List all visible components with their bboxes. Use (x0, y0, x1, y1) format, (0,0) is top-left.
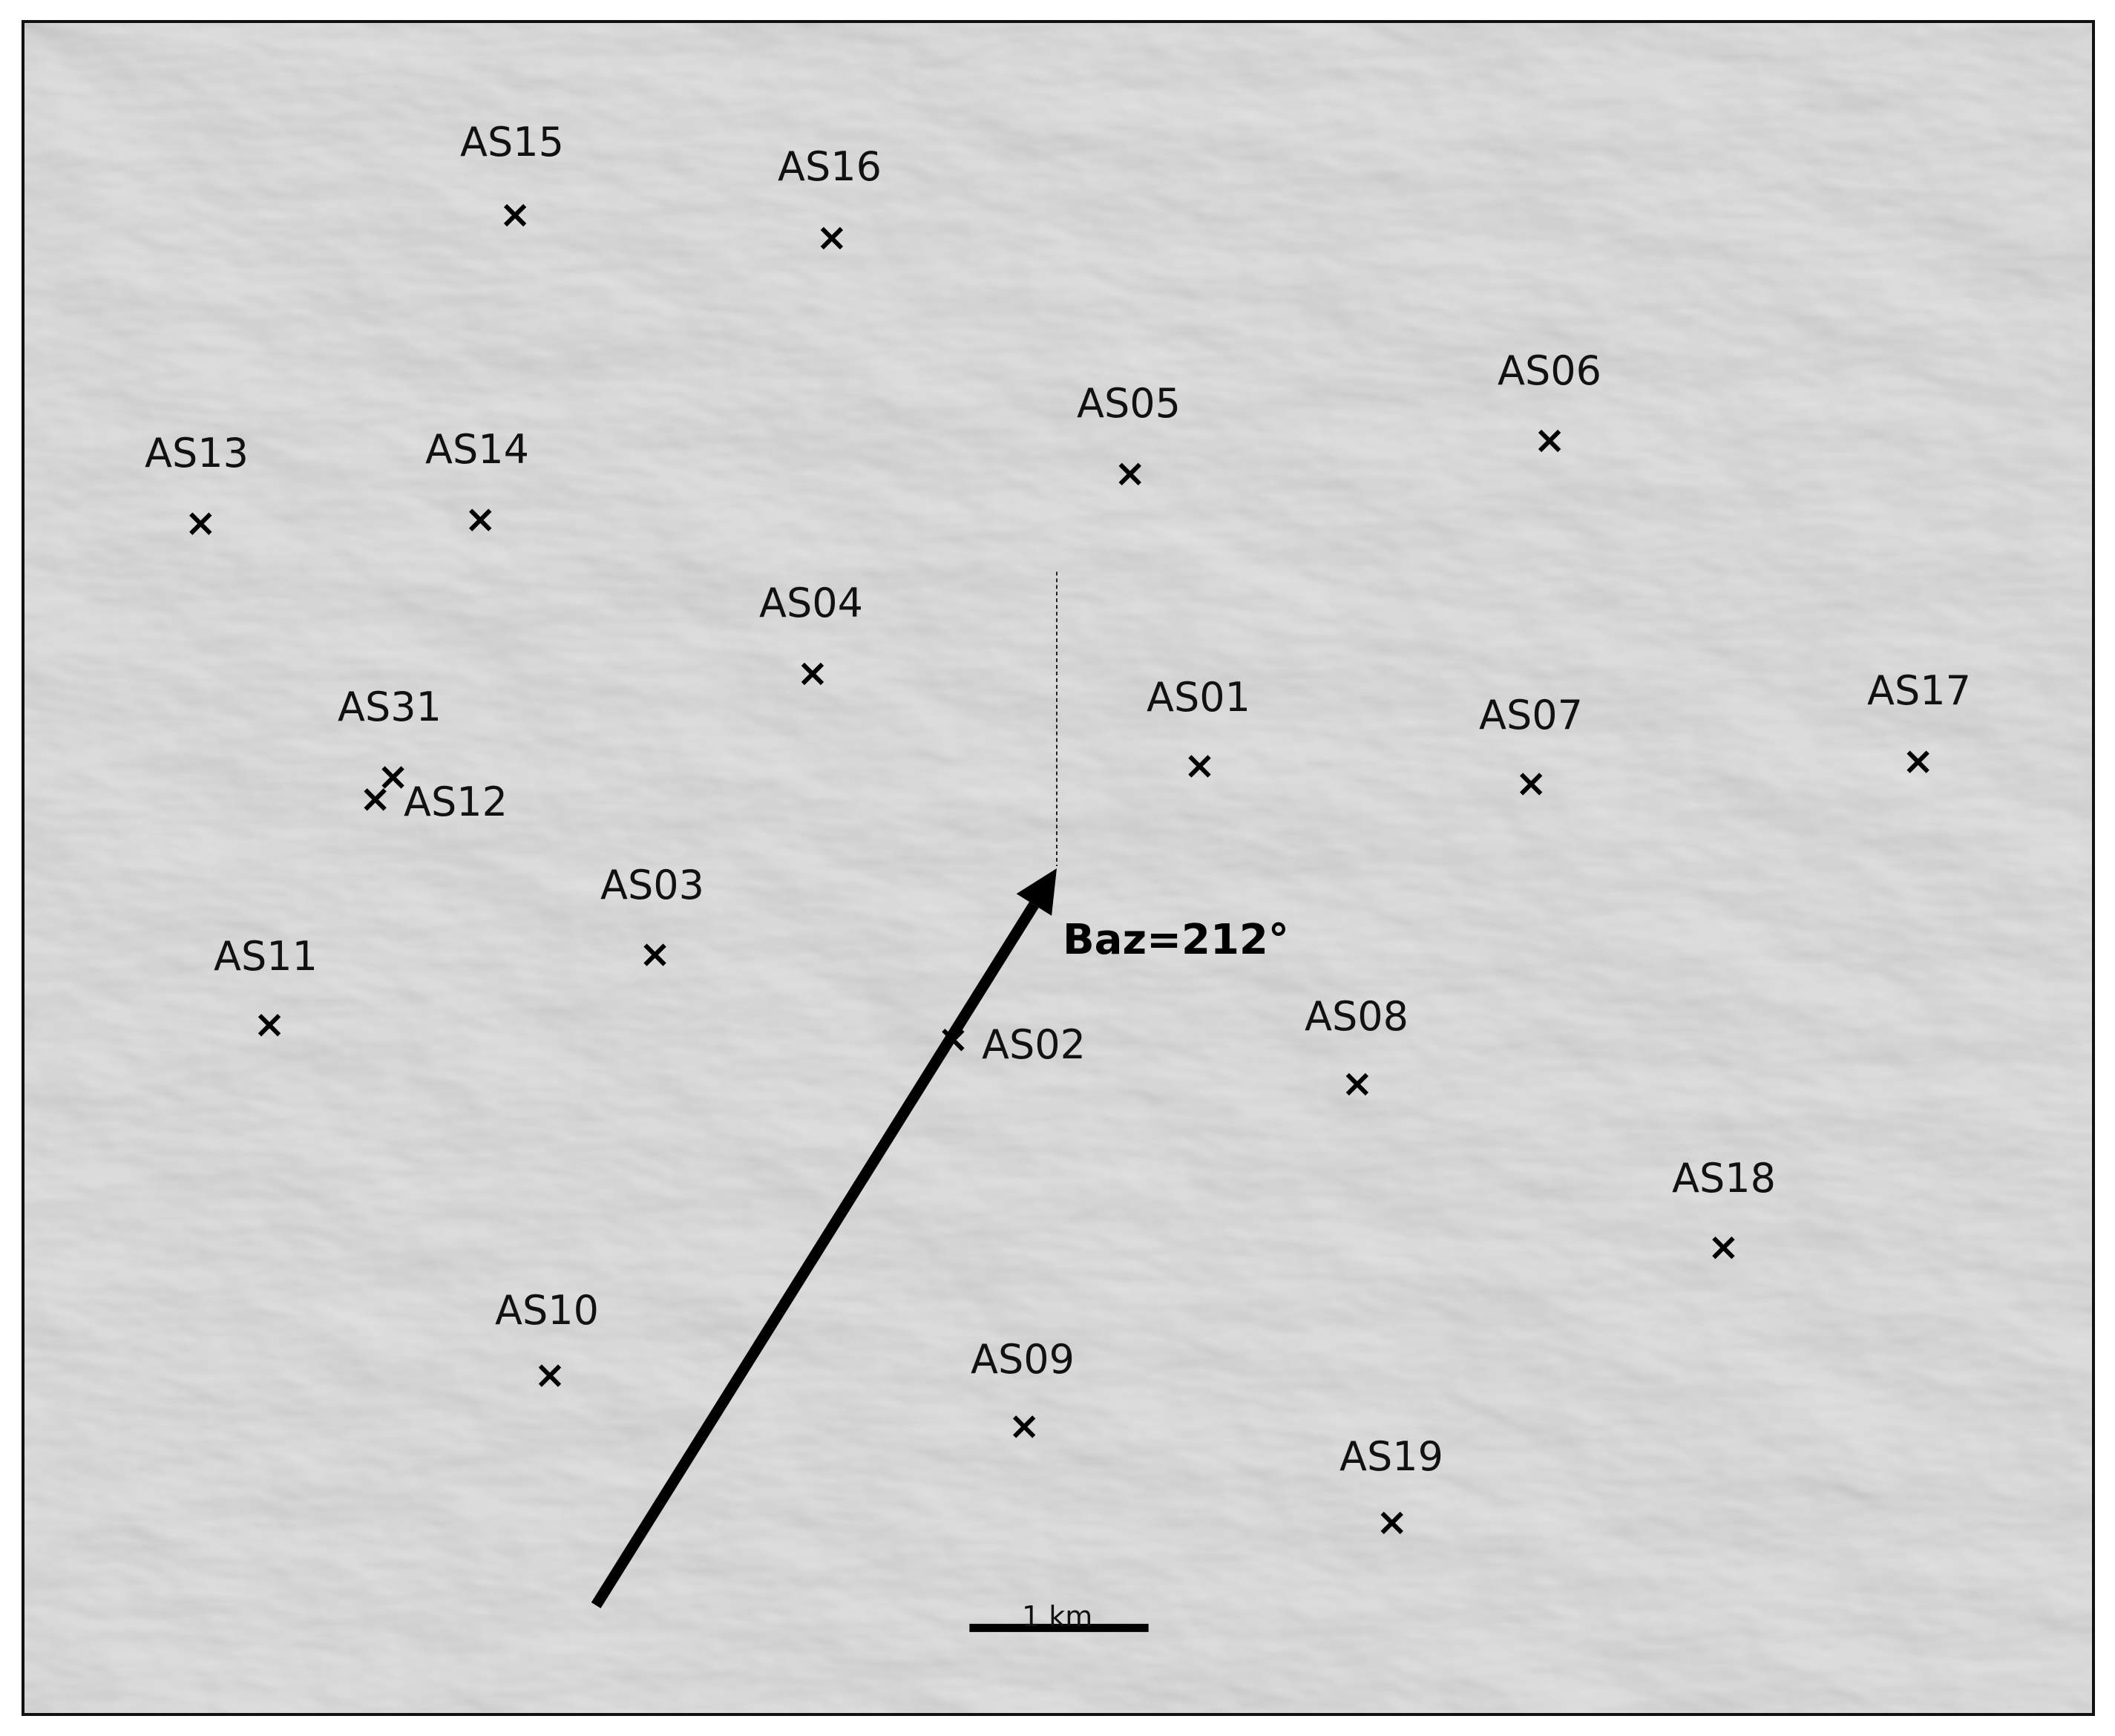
station-label-as08: AS08 (1305, 993, 1409, 1040)
station-label-as05: AS05 (1077, 380, 1181, 427)
station-marker-as01 (1188, 755, 1211, 778)
station-label-as31: AS31 (338, 684, 442, 730)
station-marker-as04 (801, 662, 824, 686)
station-marker-as11 (258, 1014, 281, 1037)
station-label-as11: AS11 (214, 933, 318, 980)
station-label-as15: AS15 (460, 119, 564, 166)
map-frame: AS01 AS02 AS03 AS04 AS05 AS06 AS07 AS08 AS09 AS10… (22, 20, 2095, 1716)
map-canvas (24, 23, 2092, 1713)
station-marker-as03 (643, 943, 666, 966)
station-label-as02: AS02 (982, 1021, 1086, 1068)
station-label-as13: AS13 (145, 430, 249, 476)
backazimuth-arrow-head (1016, 868, 1058, 916)
backazimuth-arrow-shaft (591, 902, 1039, 1608)
scale-bar-label: 1 km (1022, 1600, 1093, 1633)
station-label-as04: AS04 (759, 580, 863, 626)
station-marker-as15 (503, 203, 527, 227)
station-marker-as18 (1712, 1237, 1735, 1260)
station-label-as14: AS14 (425, 426, 529, 473)
station-label-as10: AS10 (495, 1287, 599, 1334)
station-label-as06: AS06 (1498, 347, 1601, 394)
station-label-as12: AS12 (404, 779, 508, 825)
station-marker-as31 (381, 766, 404, 789)
station-label-as01: AS01 (1147, 674, 1250, 721)
station-label-as19: AS19 (1340, 1433, 1443, 1480)
station-marker-as17 (1906, 750, 1929, 773)
station-marker-as12 (364, 788, 387, 811)
station-label-as17: AS17 (1867, 667, 1971, 714)
station-label-as07: AS07 (1479, 692, 1583, 738)
station-label-as18: AS18 (1672, 1155, 1776, 1202)
station-label-as09: AS09 (971, 1336, 1075, 1383)
terrain-speckle (24, 23, 2092, 1713)
backazimuth-label: Baz=212° (1063, 916, 1289, 964)
station-marker-as10 (538, 1364, 562, 1387)
station-marker-as13 (189, 512, 212, 535)
station-marker-as08 (1345, 1072, 1369, 1096)
station-marker-as19 (1380, 1511, 1403, 1535)
station-marker-as05 (1118, 462, 1141, 486)
station-marker-as16 (820, 226, 844, 250)
station-marker-as06 (1538, 429, 1561, 453)
station-label-as03: AS03 (600, 862, 704, 908)
station-label-as16: AS16 (778, 143, 882, 190)
station-marker-as02 (942, 1028, 965, 1052)
station-marker-as14 (469, 508, 492, 531)
station-marker-as09 (1012, 1415, 1036, 1438)
station-marker-as07 (1519, 773, 1543, 796)
